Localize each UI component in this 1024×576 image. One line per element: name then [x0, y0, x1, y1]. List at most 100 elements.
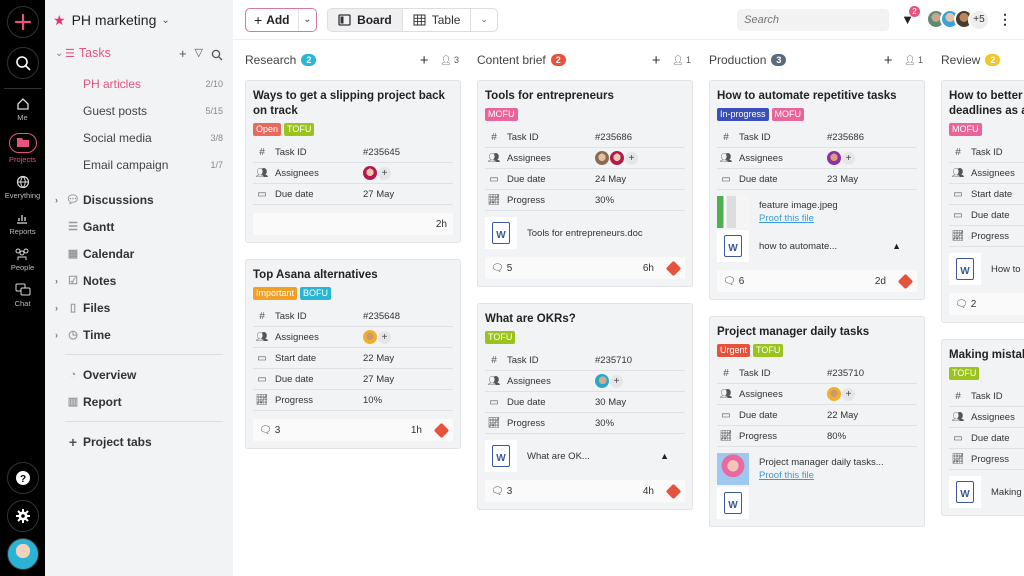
add-project-tab-button[interactable]: + Project tabs — [55, 428, 223, 455]
task-card[interactable]: What are OKRs? TOFU # Task ID #235710 👥︎ As… — [477, 303, 693, 510]
rail-item-projects[interactable]: Projects — [8, 133, 37, 164]
priority-icon[interactable] — [665, 260, 682, 276]
field-progress[interactable]: 📈︎ Progress 30% — [485, 413, 685, 434]
sidebar-item-discussions[interactable]: › 💬︎ Discussions — [55, 186, 223, 213]
field-progress[interactable]: 📈︎ Progress — [949, 226, 1024, 247]
add-assignee-button[interactable]: + — [625, 151, 638, 165]
more-options-icon[interactable]: ⋮ — [998, 11, 1012, 27]
add-assignee-button[interactable]: + — [610, 374, 623, 388]
sidebar-tasks[interactable]: ⌄ ☰ Tasks + ▽ — [55, 43, 223, 63]
attachment[interactable]: W How to — [949, 253, 1024, 285]
proof-file-link[interactable]: Proof this file — [759, 213, 814, 224]
field-due-date[interactable]: ▭ Due date 22 May — [717, 405, 917, 426]
search-icon[interactable] — [211, 49, 223, 61]
add-button[interactable]: + Add ⌄ — [245, 7, 318, 32]
attachment[interactable]: W — [717, 487, 917, 519]
user-avatar[interactable] — [6, 538, 39, 570]
add-assignee-button[interactable]: + — [842, 387, 855, 401]
tag[interactable]: MOFU — [771, 108, 805, 121]
rail-item-me[interactable]: Me — [16, 97, 30, 122]
tag[interactable]: TOFU — [753, 344, 784, 357]
assignee-avatar[interactable] — [610, 151, 624, 165]
sidebar-item-files[interactable]: › ▯ Files — [55, 294, 223, 321]
filter-icon[interactable]: ▽ — [194, 46, 203, 59]
comments[interactable]: 🗨︎ 2 — [955, 299, 976, 310]
comments[interactable]: 🗨︎ 3 — [491, 486, 512, 497]
project-switcher[interactable]: ★ PH marketing ⌄ — [53, 10, 223, 30]
sidebar-item-gantt[interactable]: ☰ Gantt — [55, 213, 223, 240]
add-task-button[interactable]: + — [883, 51, 893, 69]
field-progress[interactable]: 📈︎ Progress 30% — [485, 190, 685, 211]
sidebar-item-notes[interactable]: › ☑ Notes — [55, 267, 223, 294]
add-task-list-icon[interactable]: + — [178, 45, 187, 61]
search-input[interactable] — [737, 8, 890, 31]
sidebar-item-email-campaign[interactable]: Email campaign 1/7 — [55, 151, 223, 178]
tag[interactable]: In-progress — [717, 108, 769, 121]
proof-file-link[interactable]: Proof this file — [759, 470, 814, 481]
task-card[interactable]: Making mistakes TOFU # Task ID 👥︎ Assignee… — [941, 339, 1024, 516]
attachment[interactable]: W Making — [949, 476, 1024, 508]
task-card[interactable]: How to automate repetitive tasks In-prog… — [709, 80, 925, 300]
attachment[interactable]: feature image.jpeg Proof this file — [717, 196, 917, 228]
column-assignees[interactable]: 👤︎ 3 — [441, 55, 459, 66]
sidebar-item-social-media[interactable]: Social media 3/8 — [55, 124, 223, 151]
task-card[interactable]: How to better handle deadlines as a MOFU… — [941, 80, 1024, 323]
field-due-date[interactable]: ▭ Due date 30 May — [485, 392, 685, 413]
sidebar-item-overview[interactable]: ◔ Overview — [55, 361, 223, 388]
tab-table[interactable]: Table — [403, 8, 472, 31]
comments[interactable]: 🗨︎ 5 — [491, 263, 512, 274]
rail-item-reports[interactable]: Reports — [9, 211, 36, 236]
column-assignees[interactable]: 👤︎ 1 — [673, 55, 691, 66]
priority-icon[interactable] — [897, 273, 914, 289]
add-task-button[interactable]: + — [419, 51, 429, 69]
task-card[interactable]: Tools for entrepreneurs MOFU # Task ID #23… — [477, 80, 693, 287]
field-progress[interactable]: 📈︎ Progress 10% — [253, 390, 453, 411]
create-button[interactable] — [6, 6, 39, 38]
sidebar-item-guest-posts[interactable]: Guest posts 5/15 — [55, 97, 223, 124]
assignee-avatar[interactable] — [595, 151, 609, 165]
field-due-date[interactable]: ▭ Due date 27 May — [253, 369, 453, 390]
settings-button[interactable] — [6, 500, 39, 532]
tag[interactable]: MOFU — [949, 123, 982, 136]
comments[interactable]: 🗨︎ 3 — [259, 425, 280, 436]
field-due-date[interactable]: ▭ Due date 23 May — [717, 169, 917, 190]
attachment[interactable]: W how to automate... ▲ — [717, 230, 917, 262]
rail-item-people[interactable]: People — [11, 247, 34, 272]
add-assignee-button[interactable]: + — [378, 330, 391, 344]
project-members[interactable]: +5 — [926, 8, 990, 31]
field-due-date[interactable]: ▭ Due date 27 May — [253, 184, 453, 205]
sidebar-item-report[interactable]: ▥ Report — [55, 388, 223, 415]
add-assignee-button[interactable]: + — [842, 151, 855, 165]
field-due-date[interactable]: ▭ Due date — [949, 428, 1024, 449]
task-card[interactable]: Project manager daily tasks Urgent TOFU … — [709, 316, 925, 527]
assignee-avatar[interactable] — [827, 387, 841, 401]
rail-item-chat[interactable]: Chat — [15, 283, 31, 308]
chevron-down-icon[interactable]: ⌄ — [297, 8, 317, 31]
tag[interactable]: Important — [253, 287, 298, 300]
field-start-date[interactable]: ▭ Start date — [949, 184, 1024, 205]
help-button[interactable]: ? — [6, 462, 39, 494]
field-progress[interactable]: 📈︎ Progress 80% — [717, 426, 917, 447]
assignee-avatar[interactable] — [827, 151, 841, 165]
tag[interactable]: TOFU — [485, 331, 516, 344]
field-start-date[interactable]: ▭ Start date 22 May — [253, 348, 453, 369]
tag[interactable]: Open — [253, 123, 282, 136]
task-card[interactable]: Top Asana alternatives Important BOFU # T… — [245, 259, 461, 449]
field-progress[interactable]: 📈︎ Progress — [949, 449, 1024, 470]
sidebar-item-calendar[interactable]: ▦ Calendar — [55, 240, 223, 267]
field-due-date[interactable]: ▭ Due date — [949, 205, 1024, 226]
field-due-date[interactable]: ▭ Due date 24 May — [485, 169, 685, 190]
priority-icon[interactable] — [665, 483, 682, 499]
task-card[interactable]: Ways to get a slipping project back on t… — [245, 80, 461, 243]
global-search-button[interactable] — [6, 47, 39, 79]
priority-icon[interactable] — [433, 422, 450, 438]
attachment[interactable]: Project manager daily tasks... Proof this… — [717, 453, 917, 485]
tag[interactable]: TOFU — [284, 123, 315, 136]
attachment[interactable]: W Tools for entrepreneurs.doc — [485, 217, 685, 249]
tag[interactable]: MOFU — [485, 108, 518, 121]
add-assignee-button[interactable]: + — [378, 166, 391, 180]
more-views-button[interactable]: ⌄ — [471, 9, 497, 31]
sidebar-item-ph-articles[interactable]: PH articles 2/10 — [55, 70, 223, 97]
assignee-avatar[interactable] — [363, 330, 377, 344]
attachment[interactable]: W What are OK... ▲ — [485, 440, 685, 472]
